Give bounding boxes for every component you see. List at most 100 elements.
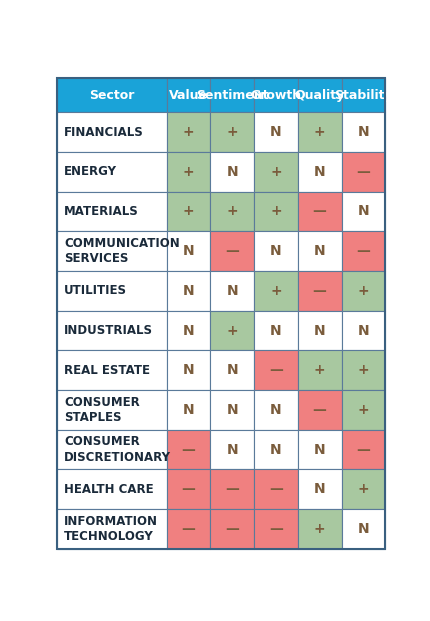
Text: N: N <box>182 363 194 377</box>
Bar <box>166 310 210 350</box>
Text: N: N <box>270 403 281 417</box>
Text: HEALTH CARE: HEALTH CARE <box>64 483 154 496</box>
Bar <box>297 78 341 112</box>
Text: +: + <box>357 363 369 377</box>
Text: +: + <box>313 522 325 536</box>
Bar <box>56 192 166 231</box>
Bar <box>254 78 297 112</box>
Text: +: + <box>182 165 194 179</box>
Text: +: + <box>182 204 194 219</box>
Bar <box>297 430 341 469</box>
Bar <box>297 112 341 152</box>
Text: —: — <box>181 522 195 536</box>
Text: —: — <box>356 165 369 179</box>
Bar <box>254 231 297 271</box>
Bar <box>341 509 384 549</box>
Bar <box>297 231 341 271</box>
Text: N: N <box>226 403 237 417</box>
Text: N: N <box>182 324 194 338</box>
Bar <box>166 271 210 310</box>
Bar <box>210 390 254 430</box>
Bar <box>166 112 210 152</box>
Bar <box>297 192 341 231</box>
Bar <box>56 310 166 350</box>
Text: INDUSTRIALS: INDUSTRIALS <box>64 324 153 337</box>
Text: N: N <box>182 403 194 417</box>
Text: —: — <box>225 244 239 258</box>
Text: Value: Value <box>169 89 208 102</box>
Text: —: — <box>268 363 282 377</box>
Text: +: + <box>270 284 281 298</box>
Text: N: N <box>313 483 325 496</box>
Text: —: — <box>312 403 326 417</box>
Bar <box>210 310 254 350</box>
Bar <box>254 192 297 231</box>
Text: +: + <box>313 363 325 377</box>
Text: MATERIALS: MATERIALS <box>64 205 139 218</box>
Bar <box>297 310 341 350</box>
Text: +: + <box>226 204 237 219</box>
Bar <box>210 271 254 310</box>
Bar <box>56 390 166 430</box>
Text: N: N <box>357 522 369 536</box>
Text: N: N <box>357 204 369 219</box>
Text: +: + <box>357 403 369 417</box>
Bar <box>297 469 341 509</box>
Bar <box>210 469 254 509</box>
Bar <box>341 231 384 271</box>
Text: —: — <box>181 443 195 456</box>
Bar <box>56 231 166 271</box>
Text: —: — <box>312 284 326 298</box>
Bar <box>341 469 384 509</box>
Bar <box>210 430 254 469</box>
Text: +: + <box>182 125 194 139</box>
Bar <box>297 271 341 310</box>
Text: FINANCIALS: FINANCIALS <box>64 125 144 138</box>
Bar <box>166 152 210 192</box>
Text: N: N <box>182 244 194 258</box>
Bar <box>254 271 297 310</box>
Bar <box>210 78 254 112</box>
Text: N: N <box>226 443 237 456</box>
Bar <box>210 509 254 549</box>
Bar <box>56 509 166 549</box>
Text: N: N <box>226 284 237 298</box>
Bar <box>166 192 210 231</box>
Text: +: + <box>313 125 325 139</box>
Bar <box>341 430 384 469</box>
Text: N: N <box>270 125 281 139</box>
Text: N: N <box>313 165 325 179</box>
Text: —: — <box>356 443 369 456</box>
Bar <box>254 310 297 350</box>
Text: Stability: Stability <box>333 89 392 102</box>
Bar <box>166 430 210 469</box>
Bar <box>341 350 384 390</box>
Text: Growth: Growth <box>250 89 301 102</box>
Bar <box>341 271 384 310</box>
Bar <box>254 469 297 509</box>
Text: COMMUNICATION
SERVICES: COMMUNICATION SERVICES <box>64 237 180 265</box>
Bar <box>166 231 210 271</box>
Bar <box>254 390 297 430</box>
Bar <box>166 78 210 112</box>
Text: INFORMATION
TECHNOLOGY: INFORMATION TECHNOLOGY <box>64 515 158 543</box>
Bar <box>297 509 341 549</box>
Bar <box>341 78 384 112</box>
Text: REAL ESTATE: REAL ESTATE <box>64 364 150 377</box>
Text: N: N <box>226 165 237 179</box>
Bar <box>254 112 297 152</box>
Bar <box>210 231 254 271</box>
Text: —: — <box>225 522 239 536</box>
Text: N: N <box>313 244 325 258</box>
Bar <box>56 152 166 192</box>
Bar <box>166 469 210 509</box>
Bar <box>297 350 341 390</box>
Text: +: + <box>357 284 369 298</box>
Bar <box>341 310 384 350</box>
Text: —: — <box>268 483 282 496</box>
Bar <box>56 430 166 469</box>
Text: N: N <box>313 443 325 456</box>
Text: —: — <box>181 483 195 496</box>
Bar <box>341 112 384 152</box>
Text: N: N <box>270 244 281 258</box>
